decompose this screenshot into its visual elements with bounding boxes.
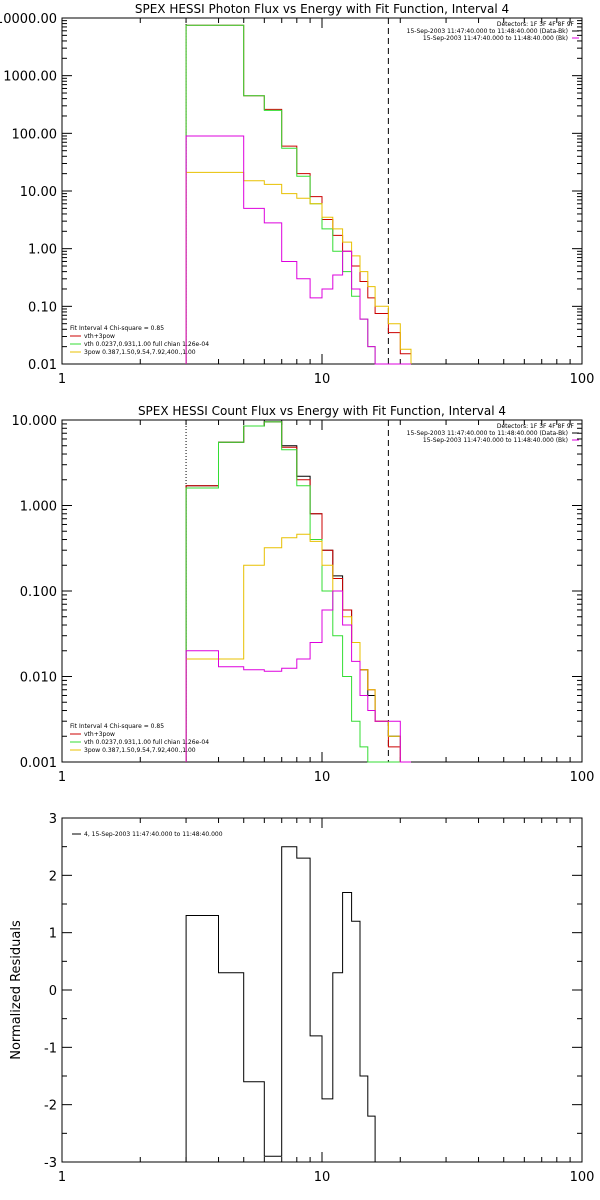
legend-text: 4, 15-Sep-2003 11:47:40.000 to 11:48:40.… <box>84 831 223 838</box>
y-tick-label: 10000.00 <box>0 12 57 27</box>
series-line-1 <box>185 846 376 1162</box>
x-tick-label: 1 <box>58 372 66 387</box>
y-tick-label: 0.010 <box>20 671 57 686</box>
series-line-1 <box>185 421 411 763</box>
y-tick-label: 0 <box>49 984 57 999</box>
legend-text: vth+3pow <box>84 731 115 738</box>
legend-text: Fit Interval 4 Chi-square = 0.85 <box>70 325 164 332</box>
y-tick-label: 3 <box>49 812 57 827</box>
x-tick-label: 1 <box>58 1170 66 1185</box>
y-tick-label: -1 <box>44 1041 57 1056</box>
y-tick-label: 0.100 <box>20 585 57 600</box>
chart-panel-1: SPEX HESSI Photon Flux vs Energy with Fi… <box>0 2 594 387</box>
legend-text: 3pow 0.387,1.50,9.54,7.92,400.,1.00 <box>84 747 196 754</box>
y-tick-label: 10.000 <box>12 414 58 429</box>
chart-panel-2: SPEX HESSI Count Flux vs Energy with Fit… <box>12 404 595 785</box>
x-tick-label: 100 <box>570 770 595 785</box>
x-tick-label: 10 <box>314 372 331 387</box>
annotation-text: Detectors: 1F 3F 4F 8F 9F <box>497 423 575 430</box>
annotation-text: 15-Sep-2003 11:47:40.000 to 11:48:40.000… <box>423 437 568 444</box>
legend-text: vth 0.0237,0.931,1.00 full chian 1.26e-0… <box>84 341 209 348</box>
y-tick-label: 2 <box>49 869 57 884</box>
y-tick-label: -3 <box>44 1156 57 1171</box>
series-line-2 <box>185 421 411 763</box>
x-tick-label: 100 <box>570 372 595 387</box>
legend-text: vth+3pow <box>84 333 115 340</box>
y-tick-label: 1000.00 <box>3 70 57 85</box>
x-tick-label: 10 <box>314 1170 331 1185</box>
chart-panel-3: 1 10 100 -3 -2 -1 0 1 2 3 Normalized Residuals 4, 1… <box>9 812 594 1185</box>
y-tick-label: 1 <box>49 927 57 942</box>
y-tick-label: 1.000 <box>20 500 57 515</box>
chart-title: SPEX HESSI Photon Flux vs Energy with Fi… <box>135 2 509 16</box>
x-tick-label: 100 <box>570 1170 595 1185</box>
annotation-text: Detectors: 1F 3F 4F 8F 9F <box>497 21 575 28</box>
y-tick-label: 10.00 <box>20 185 57 200</box>
series-line-3 <box>185 171 412 364</box>
series-line-4 <box>185 135 411 365</box>
x-tick-label: 10 <box>314 770 331 785</box>
annotation-text: 15-Sep-2003 11:47:40.000 to 11:48:40.000… <box>407 430 568 437</box>
y-tick-label: -2 <box>44 1099 57 1114</box>
annotation-text: 15-Sep-2003 11:47:40.000 to 11:48:40.000… <box>423 35 568 42</box>
series-line-1 <box>185 24 412 364</box>
y-tick-label: 0.001 <box>20 756 57 771</box>
axes-frame <box>61 17 583 365</box>
y-tick-label: 1.00 <box>28 243 57 258</box>
y-tick-label: 0.10 <box>28 300 57 315</box>
x-tick-label: 1 <box>58 770 66 785</box>
y-tick-label: 0.01 <box>28 358 57 373</box>
y-tick-label: 100.00 <box>12 127 58 142</box>
legend-text: Fit Interval 4 Chi-square = 0.85 <box>70 723 164 730</box>
series-line-5 <box>185 590 411 763</box>
y-axis-label: Normalized Residuals <box>9 920 24 1060</box>
series-line-4 <box>185 533 411 763</box>
legend-text: 3pow 0.387,1.50,9.54,7.92,400.,1.00 <box>84 349 196 356</box>
legend-text: vth 0.0237,0.931,1.00 full chian 1.26e-0… <box>84 739 209 746</box>
series-line-3 <box>185 421 411 763</box>
chart-title: SPEX HESSI Count Flux vs Energy with Fit… <box>138 404 506 418</box>
axes-frame <box>61 817 583 1163</box>
annotation-text: 15-Sep-2003 11:47:40.000 to 11:48:40.000… <box>407 28 568 35</box>
